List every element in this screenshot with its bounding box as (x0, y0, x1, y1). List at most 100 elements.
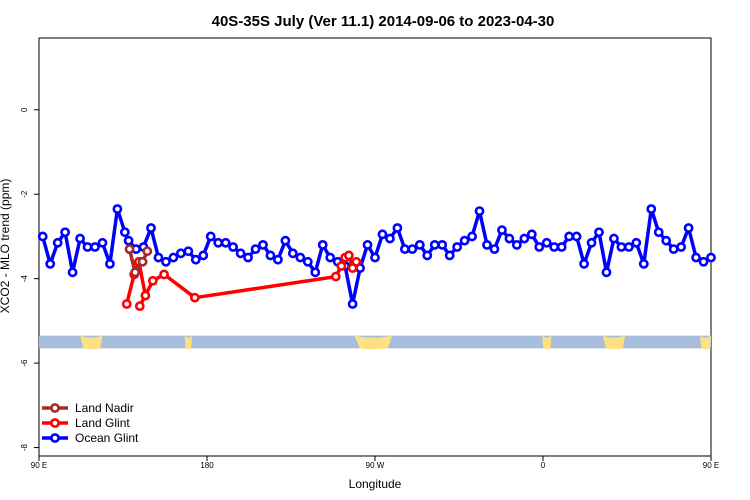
legend-label: Ocean Glint (75, 431, 139, 445)
ocean-glint-point (317, 239, 328, 250)
ocean-glint-point (661, 235, 672, 246)
ocean-glint-point (706, 252, 716, 263)
ocean-glint-point (616, 242, 627, 252)
landmass-shape (354, 335, 392, 350)
series-layer (37, 204, 716, 312)
ocean-glint-point (295, 252, 306, 263)
ocean-glint-point (235, 248, 246, 259)
land-glint-point (343, 250, 354, 261)
land-nadir-line (127, 248, 149, 275)
ocean-glint-point (273, 254, 283, 265)
land-glint-point (351, 256, 362, 267)
ocean-glint-point (370, 252, 380, 263)
ocean-glint-point (347, 299, 358, 309)
ocean-glint-point (168, 252, 179, 263)
x-tick-label: 0 (541, 461, 546, 470)
land-glint-point (330, 271, 341, 282)
x-tick-label: 90 E (703, 461, 719, 470)
ocean-glint-point (183, 246, 194, 257)
x-tick-label: 90 E (31, 461, 47, 470)
ocean-glint-point (564, 231, 575, 242)
landmass-shape (699, 335, 711, 350)
ocean-glint-point (250, 244, 261, 255)
legend-swatch-marker (50, 433, 60, 443)
x-axis: 90 E 180 90 W 0 90 E (31, 456, 719, 470)
ocean-glint-point (310, 267, 321, 278)
ocean-glint-point (556, 242, 567, 252)
ocean-glint-point (623, 242, 634, 252)
ocean-glint-point (474, 206, 485, 217)
ocean-glint-point (429, 239, 440, 250)
land-ocean-band (39, 335, 711, 350)
series-ocean-glint (37, 204, 716, 309)
land-glint-point (159, 269, 169, 280)
ocean-glint-point (392, 223, 403, 233)
ocean-glint-point (52, 237, 63, 248)
ocean-glint-point (668, 244, 679, 255)
ocean-glint-point (205, 231, 216, 242)
ocean-glint-point (526, 229, 537, 240)
legend-swatch-marker (50, 418, 60, 428)
ocean-glint-point (504, 233, 515, 244)
ocean-glint-point (459, 235, 470, 246)
ocean-glint-point (444, 250, 455, 261)
ocean-glint-point (220, 237, 231, 248)
ocean-glint-point (119, 227, 130, 238)
ocean-glint-point (325, 252, 336, 263)
land-glint-point (140, 290, 151, 301)
ocean-glint-point (67, 267, 78, 278)
ocean-glint-point (571, 231, 582, 242)
ocean-glint-point (213, 237, 224, 248)
ocean-glint-point (302, 256, 313, 267)
ocean-glint-point (601, 267, 612, 278)
landmass-shape (80, 335, 103, 350)
land-glint-point (121, 299, 132, 309)
series-land-nadir (124, 244, 153, 278)
ocean-glint-point (190, 254, 201, 265)
ocean-glint-point (60, 227, 71, 238)
ocean-glint-point (161, 256, 171, 267)
land-nadir-point (130, 267, 141, 278)
ocean-glint-point (609, 233, 619, 244)
ocean-glint-point (407, 244, 418, 255)
ocean-glint-point (228, 242, 239, 252)
y-axis: 0 -2 -4 -6 -8 (20, 107, 39, 451)
x-axis-label: Longitude (349, 477, 402, 491)
ocean-glint-point (691, 252, 701, 263)
x-tick-label: 90 W (366, 461, 385, 470)
ocean-glint-point (385, 233, 395, 244)
landmass-shape (602, 335, 626, 350)
ocean-glint-point (497, 225, 507, 236)
ocean-glint-point (698, 256, 709, 267)
y-tick-label: -6 (20, 359, 29, 367)
ocean-glint-point (653, 227, 664, 238)
ocean-glint-point (97, 237, 108, 248)
ocean-glint-point (198, 250, 209, 261)
ocean-glint-point (265, 250, 276, 261)
ocean-glint-point (467, 231, 477, 242)
ocean-glint-point (414, 239, 425, 250)
ocean-glint-point (105, 258, 115, 269)
ocean-glint-point (123, 235, 134, 246)
ocean-glint-point (399, 244, 410, 255)
ocean-glint-point (112, 204, 123, 214)
legend-item-ocean-glint: Ocean Glint (42, 431, 139, 445)
chart-title: 40S-35S July (Ver 11.1) 2014-09-06 to 20… (212, 13, 555, 30)
legend-item-land-glint: Land Glint (42, 416, 130, 430)
ocean-glint-point (489, 244, 500, 255)
ocean-glint-point (280, 235, 291, 246)
ocean-glint-point (243, 252, 253, 263)
ocean-glint-point (377, 229, 388, 240)
ocean-glint-point (437, 239, 448, 250)
ocean-glint-point (175, 248, 186, 259)
ocean-glint-point (287, 248, 298, 259)
ocean-glint-point (638, 258, 649, 269)
ocean-glint-point (676, 242, 687, 252)
ocean-glint-point (37, 231, 48, 242)
ocean-glint-point (422, 250, 433, 261)
y-tick-label: 0 (20, 107, 29, 112)
ocean-glint-point (646, 204, 657, 214)
ocean-glint-point (153, 252, 164, 263)
x-tick-label: 180 (200, 461, 214, 470)
